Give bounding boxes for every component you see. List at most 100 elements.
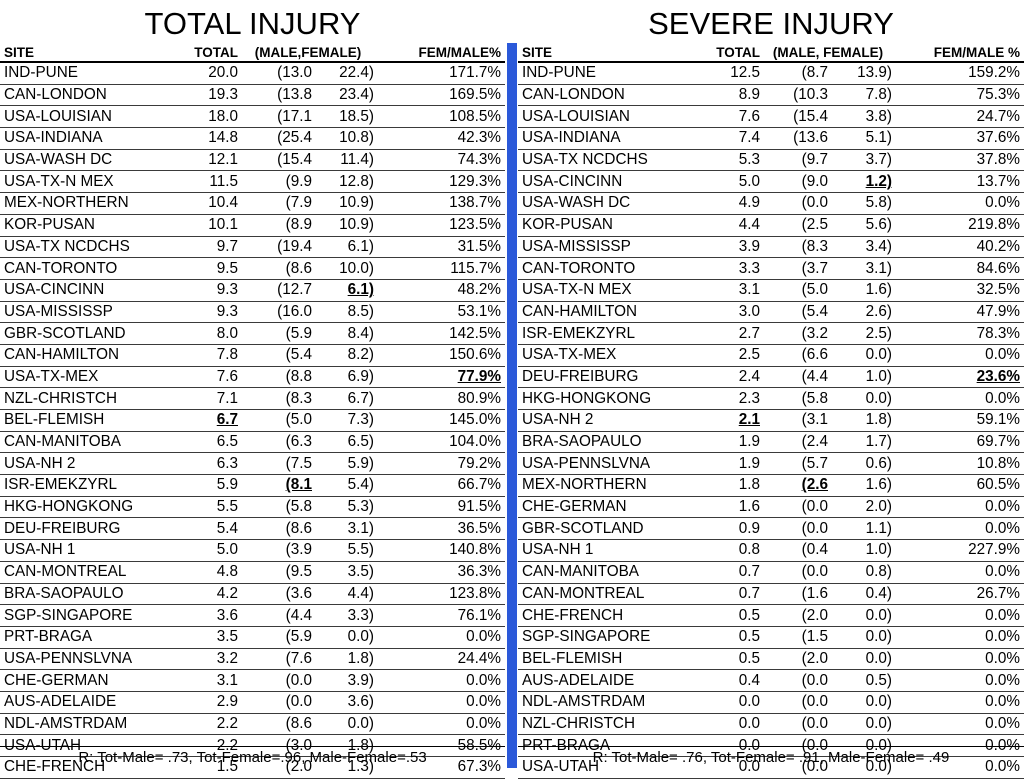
cell-total: 5.5 [168, 496, 240, 519]
cell-fem-male-pct: 0.0% [376, 626, 506, 649]
cell-female: 10.0) [314, 257, 377, 280]
cell-site: BEL-FLEMISH [0, 409, 168, 432]
cell-total: 4.4 [690, 214, 762, 237]
cell-fem-male-pct: 0.0% [894, 517, 1024, 541]
cell-fem-male-pct: 24.7% [894, 105, 1024, 129]
cell-male: (5.0 [762, 279, 830, 302]
table-header-row: SITE TOTAL (MALE,FEMALE) FEM/MALE% [0, 43, 506, 63]
cell-female: 0.8) [830, 561, 894, 584]
cell-male: (19.4 [240, 236, 314, 259]
cell-total: 3.9 [690, 236, 762, 259]
table-row: PRT-BRAGA 3.5 (5.9 0.0) 0.0% [0, 626, 506, 649]
cell-fem-male-pct: 32.5% [894, 279, 1024, 302]
cell-female: 3.1) [314, 517, 377, 541]
table-row: USA-INDIANA 7.4 (13.6 5.1) 37.6% [518, 127, 1024, 150]
cell-male: (8.8 [240, 366, 314, 389]
cell-fem-male-pct: 80.9% [376, 387, 506, 410]
cell-site: SGP-SINGAPORE [0, 604, 168, 627]
cell-total: 7.1 [168, 387, 240, 410]
table-row: ISR-EMEKZYRL 2.7 (3.2 2.5) 78.3% [518, 322, 1024, 345]
cell-male: (2.0 [762, 648, 830, 671]
table-row: DEU-FREIBURG 2.4 (4.4 1.0) 23.6% [518, 366, 1024, 389]
cell-female: 6.5) [314, 431, 377, 454]
cell-total: 0.0 [690, 734, 762, 757]
cell-male: (7.5 [240, 452, 314, 476]
cell-male: (5.4 [240, 344, 314, 367]
cell-site: USA-INDIANA [518, 127, 690, 150]
table-row: AUS-ADELAIDE 0.4 (0.0 0.5) 0.0% [518, 669, 1024, 692]
cell-female: 6.9) [314, 366, 377, 389]
cell-total: 2.2 [168, 734, 240, 757]
cell-female: 7.3) [314, 409, 377, 432]
cell-site: USA-TX-N MEX [0, 170, 168, 194]
cell-female: 13.9) [830, 62, 894, 85]
cell-fem-male-pct: 53.1% [376, 301, 506, 324]
cell-female: 5.3) [314, 496, 377, 519]
cell-site: SGP-SINGAPORE [518, 626, 690, 649]
cell-fem-male-pct: 77.9% [376, 366, 506, 389]
cell-total: 2.4 [690, 366, 762, 389]
cell-male: (8.6 [240, 713, 314, 736]
table-row: CAN-MANITOBA 0.7 (0.0 0.8) 0.0% [518, 561, 1024, 584]
cell-male: (9.7 [762, 149, 830, 172]
cell-fem-male-pct: 0.0% [894, 626, 1024, 649]
cell-female: 22.4) [314, 62, 377, 85]
cell-total: 6.3 [168, 452, 240, 476]
cell-fem-male-pct: 115.7% [376, 257, 506, 280]
cell-fem-male-pct: 145.0% [376, 409, 506, 432]
table-row: USA-LOUISIAN 7.6 (15.4 3.8) 24.7% [518, 105, 1024, 129]
header-fem-male-pct: FEM/MALE % [894, 43, 1024, 63]
cell-male: (13.6 [762, 127, 830, 150]
cell-fem-male-pct: 0.0% [894, 734, 1024, 757]
cell-total: 11.5 [168, 170, 240, 194]
cell-fem-male-pct: 36.5% [376, 517, 506, 541]
cell-female: 3.4) [830, 236, 894, 259]
cell-male: (3.0 [240, 734, 314, 757]
header-male-female: (MALE,FEMALE) [240, 43, 377, 63]
cell-female: 1.1) [830, 517, 894, 541]
cell-female: 1.8) [314, 734, 377, 757]
table-row: USA-PENNSLVNA 3.2 (7.6 1.8) 24.4% [0, 648, 506, 671]
cell-female: 2.5) [830, 322, 894, 345]
cell-male: (2.0 [762, 604, 830, 627]
table-row: USA-CINCINN 9.3 (12.7 6.1) 48.2% [0, 279, 506, 302]
cell-fem-male-pct: 104.0% [376, 431, 506, 454]
cell-male: (0.0 [762, 669, 830, 692]
cell-site: HKG-HONGKONG [0, 496, 168, 519]
cell-male: (16.0 [240, 301, 314, 324]
cell-fem-male-pct: 42.3% [376, 127, 506, 150]
cell-total: 5.0 [168, 539, 240, 562]
table-row: USA-MISSISSP 9.3 (16.0 8.5) 53.1% [0, 301, 506, 324]
cell-site: USA-MISSISSP [0, 301, 168, 324]
table-row: CHE-GERMAN 1.6 (0.0 2.0) 0.0% [518, 496, 1024, 519]
cell-fem-male-pct: 0.0% [894, 344, 1024, 367]
cell-male: (7.6 [240, 648, 314, 671]
cell-fem-male-pct: 76.1% [376, 604, 506, 627]
cell-fem-male-pct: 0.0% [894, 669, 1024, 692]
cell-site: HKG-HONGKONG [518, 387, 690, 410]
cell-female: 10.8) [314, 127, 377, 150]
table-row: HKG-HONGKONG 2.3 (5.8 0.0) 0.0% [518, 387, 1024, 410]
cell-site: CAN-HAMILTON [518, 301, 690, 324]
cell-site: CAN-MANITOBA [518, 561, 690, 584]
cell-total: 4.9 [690, 192, 762, 215]
cell-total: 5.0 [690, 170, 762, 194]
cell-male: (6.6 [762, 344, 830, 367]
cell-site: CHE-FRENCH [518, 604, 690, 627]
table-row: CAN-HAMILTON 7.8 (5.4 8.2) 150.6% [0, 344, 506, 367]
cell-fem-male-pct: 36.3% [376, 561, 506, 584]
severe-injury-footer: R: Tot-Male= .76, Tot-Female= .91, Male-… [518, 746, 1024, 769]
table-row: GBR-SCOTLAND 8.0 (5.9 8.4) 142.5% [0, 322, 506, 345]
table-row: IND-PUNE 12.5 (8.7 13.9) 159.2% [518, 62, 1024, 85]
cell-fem-male-pct: 37.6% [894, 127, 1024, 150]
cell-site: NDL-AMSTRDAM [0, 713, 168, 736]
cell-female: 18.5) [314, 105, 377, 129]
cell-male: (15.4 [762, 105, 830, 129]
cell-site: PRT-BRAGA [0, 626, 168, 649]
cell-total: 3.6 [168, 604, 240, 627]
table-row: USA-PENNSLVNA 1.9 (5.7 0.6) 10.8% [518, 452, 1024, 476]
cell-female: 5.6) [830, 214, 894, 237]
cell-total: 0.8 [690, 539, 762, 562]
cell-total: 3.2 [168, 648, 240, 671]
cell-total: 0.5 [690, 626, 762, 649]
